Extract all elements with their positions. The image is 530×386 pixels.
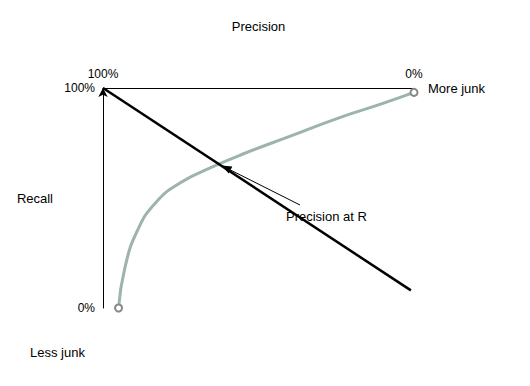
- svg-text:100%: 100%: [88, 67, 119, 81]
- svg-text:100%: 100%: [64, 81, 95, 95]
- svg-text:0%: 0%: [78, 301, 96, 315]
- svg-text:Less junk: Less junk: [30, 345, 85, 360]
- svg-text:More junk: More junk: [428, 81, 486, 96]
- svg-text:Precision at R: Precision at R: [286, 209, 367, 224]
- svg-text:0%: 0%: [405, 67, 423, 81]
- svg-text:Recall: Recall: [17, 191, 53, 206]
- svg-text:Precision: Precision: [232, 19, 285, 34]
